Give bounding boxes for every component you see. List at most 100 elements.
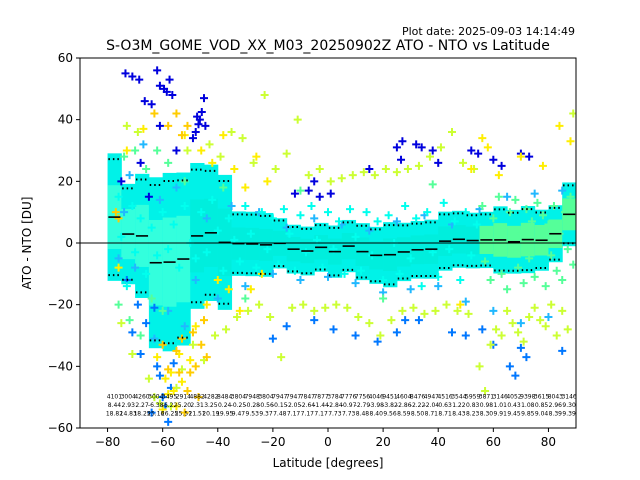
data-point (180, 202, 189, 210)
data-point (249, 158, 258, 167)
data-point (177, 131, 186, 140)
data-point (456, 300, 465, 309)
bin-stat-label: 4046 (369, 394, 384, 401)
data-point (277, 353, 286, 362)
bin-stat-label: 4260 (134, 394, 149, 401)
data-point (153, 362, 162, 371)
data-point (172, 346, 181, 355)
data-point (208, 195, 217, 204)
data-point (114, 263, 123, 272)
data-point (158, 405, 167, 414)
data-point (114, 214, 123, 223)
data-point (153, 66, 162, 75)
data-point (450, 217, 459, 226)
bin-mean-markers (108, 158, 576, 345)
bin-stat-label: -1.44 (313, 402, 329, 409)
data-point (406, 254, 415, 263)
data-point (150, 303, 159, 312)
data-point (147, 100, 156, 109)
bin-stat-label: 0.43 (507, 402, 521, 409)
data-point (136, 158, 145, 167)
data-point (492, 248, 501, 257)
data-point (122, 146, 131, 155)
bin-stat-label: 3146 (561, 394, 576, 401)
data-point (158, 340, 167, 349)
bin-stat-label: 20.19 (202, 410, 219, 417)
data-point (293, 115, 302, 124)
y-tick-label: 60 (58, 51, 73, 65)
data-point (442, 300, 451, 309)
bin-stat-label: 26.25 (161, 410, 178, 417)
data-point (200, 316, 208, 325)
y-tick-label: 20 (58, 174, 73, 188)
bin-stat-label: 3871 (479, 394, 494, 401)
data-point (332, 300, 341, 309)
data-point (155, 399, 164, 408)
bin-stat-label: 8.59 (397, 410, 411, 417)
data-point (519, 279, 528, 288)
data-point (155, 81, 164, 90)
data-point (481, 257, 490, 266)
data-point (235, 257, 244, 266)
data-point (257, 208, 266, 217)
data-point (412, 214, 421, 223)
data-point (335, 217, 344, 226)
bin-stat-label: 9398 (520, 394, 535, 401)
bin-stat-label: 0.24 (218, 402, 232, 409)
data-point (453, 306, 462, 315)
data-point (530, 303, 539, 312)
data-point (343, 303, 352, 312)
data-point (150, 109, 159, 118)
data-point (425, 152, 434, 161)
data-point (139, 124, 148, 133)
data-point (304, 186, 313, 195)
data-point (538, 211, 547, 220)
bin-stat-label: 7756 (355, 394, 370, 401)
bin-stat-label: 25.51 (175, 410, 192, 417)
data-point (186, 368, 195, 377)
data-point (131, 263, 140, 272)
data-point (461, 331, 470, 340)
data-point (191, 128, 200, 136)
data-point (414, 161, 423, 170)
bin-stat-label: 9.37 (259, 410, 273, 417)
data-point (279, 205, 288, 214)
data-point (219, 131, 228, 140)
data-point (329, 325, 338, 334)
data-point (172, 109, 181, 118)
data-point (566, 137, 575, 146)
data-point (359, 168, 368, 177)
bin-stat-label: -2.79 (355, 402, 371, 409)
data-point (168, 91, 177, 99)
data-point (511, 371, 520, 380)
data-point (255, 300, 264, 309)
data-point (241, 202, 250, 210)
data-point (246, 229, 255, 238)
data-point (310, 214, 319, 223)
data-point (547, 300, 556, 309)
data-point (191, 276, 200, 284)
data-point (516, 319, 525, 328)
data-point (538, 161, 547, 170)
bin-stat-label: 9.91 (494, 410, 508, 417)
bin-statistics-labels: 4101300442603004349529144882428284843804… (106, 394, 577, 418)
bin-stat-label: 8.43 (452, 410, 466, 417)
data-point (158, 393, 167, 402)
data-point (337, 174, 346, 183)
data-point (481, 387, 490, 395)
data-point (169, 220, 178, 229)
data-point (503, 306, 512, 315)
bin-stat-label: 7.48 (273, 410, 287, 417)
data-point (136, 214, 145, 223)
data-point (398, 137, 407, 146)
bin-stat-label: 8.50 (411, 410, 425, 417)
data-point (365, 319, 374, 328)
bin-stat-label: 7947 (286, 394, 301, 401)
data-point (122, 121, 131, 130)
data-point (153, 251, 162, 260)
data-point (114, 254, 123, 263)
data-point (164, 245, 173, 254)
data-point (307, 202, 316, 210)
data-point (282, 322, 291, 331)
data-point (177, 377, 186, 386)
